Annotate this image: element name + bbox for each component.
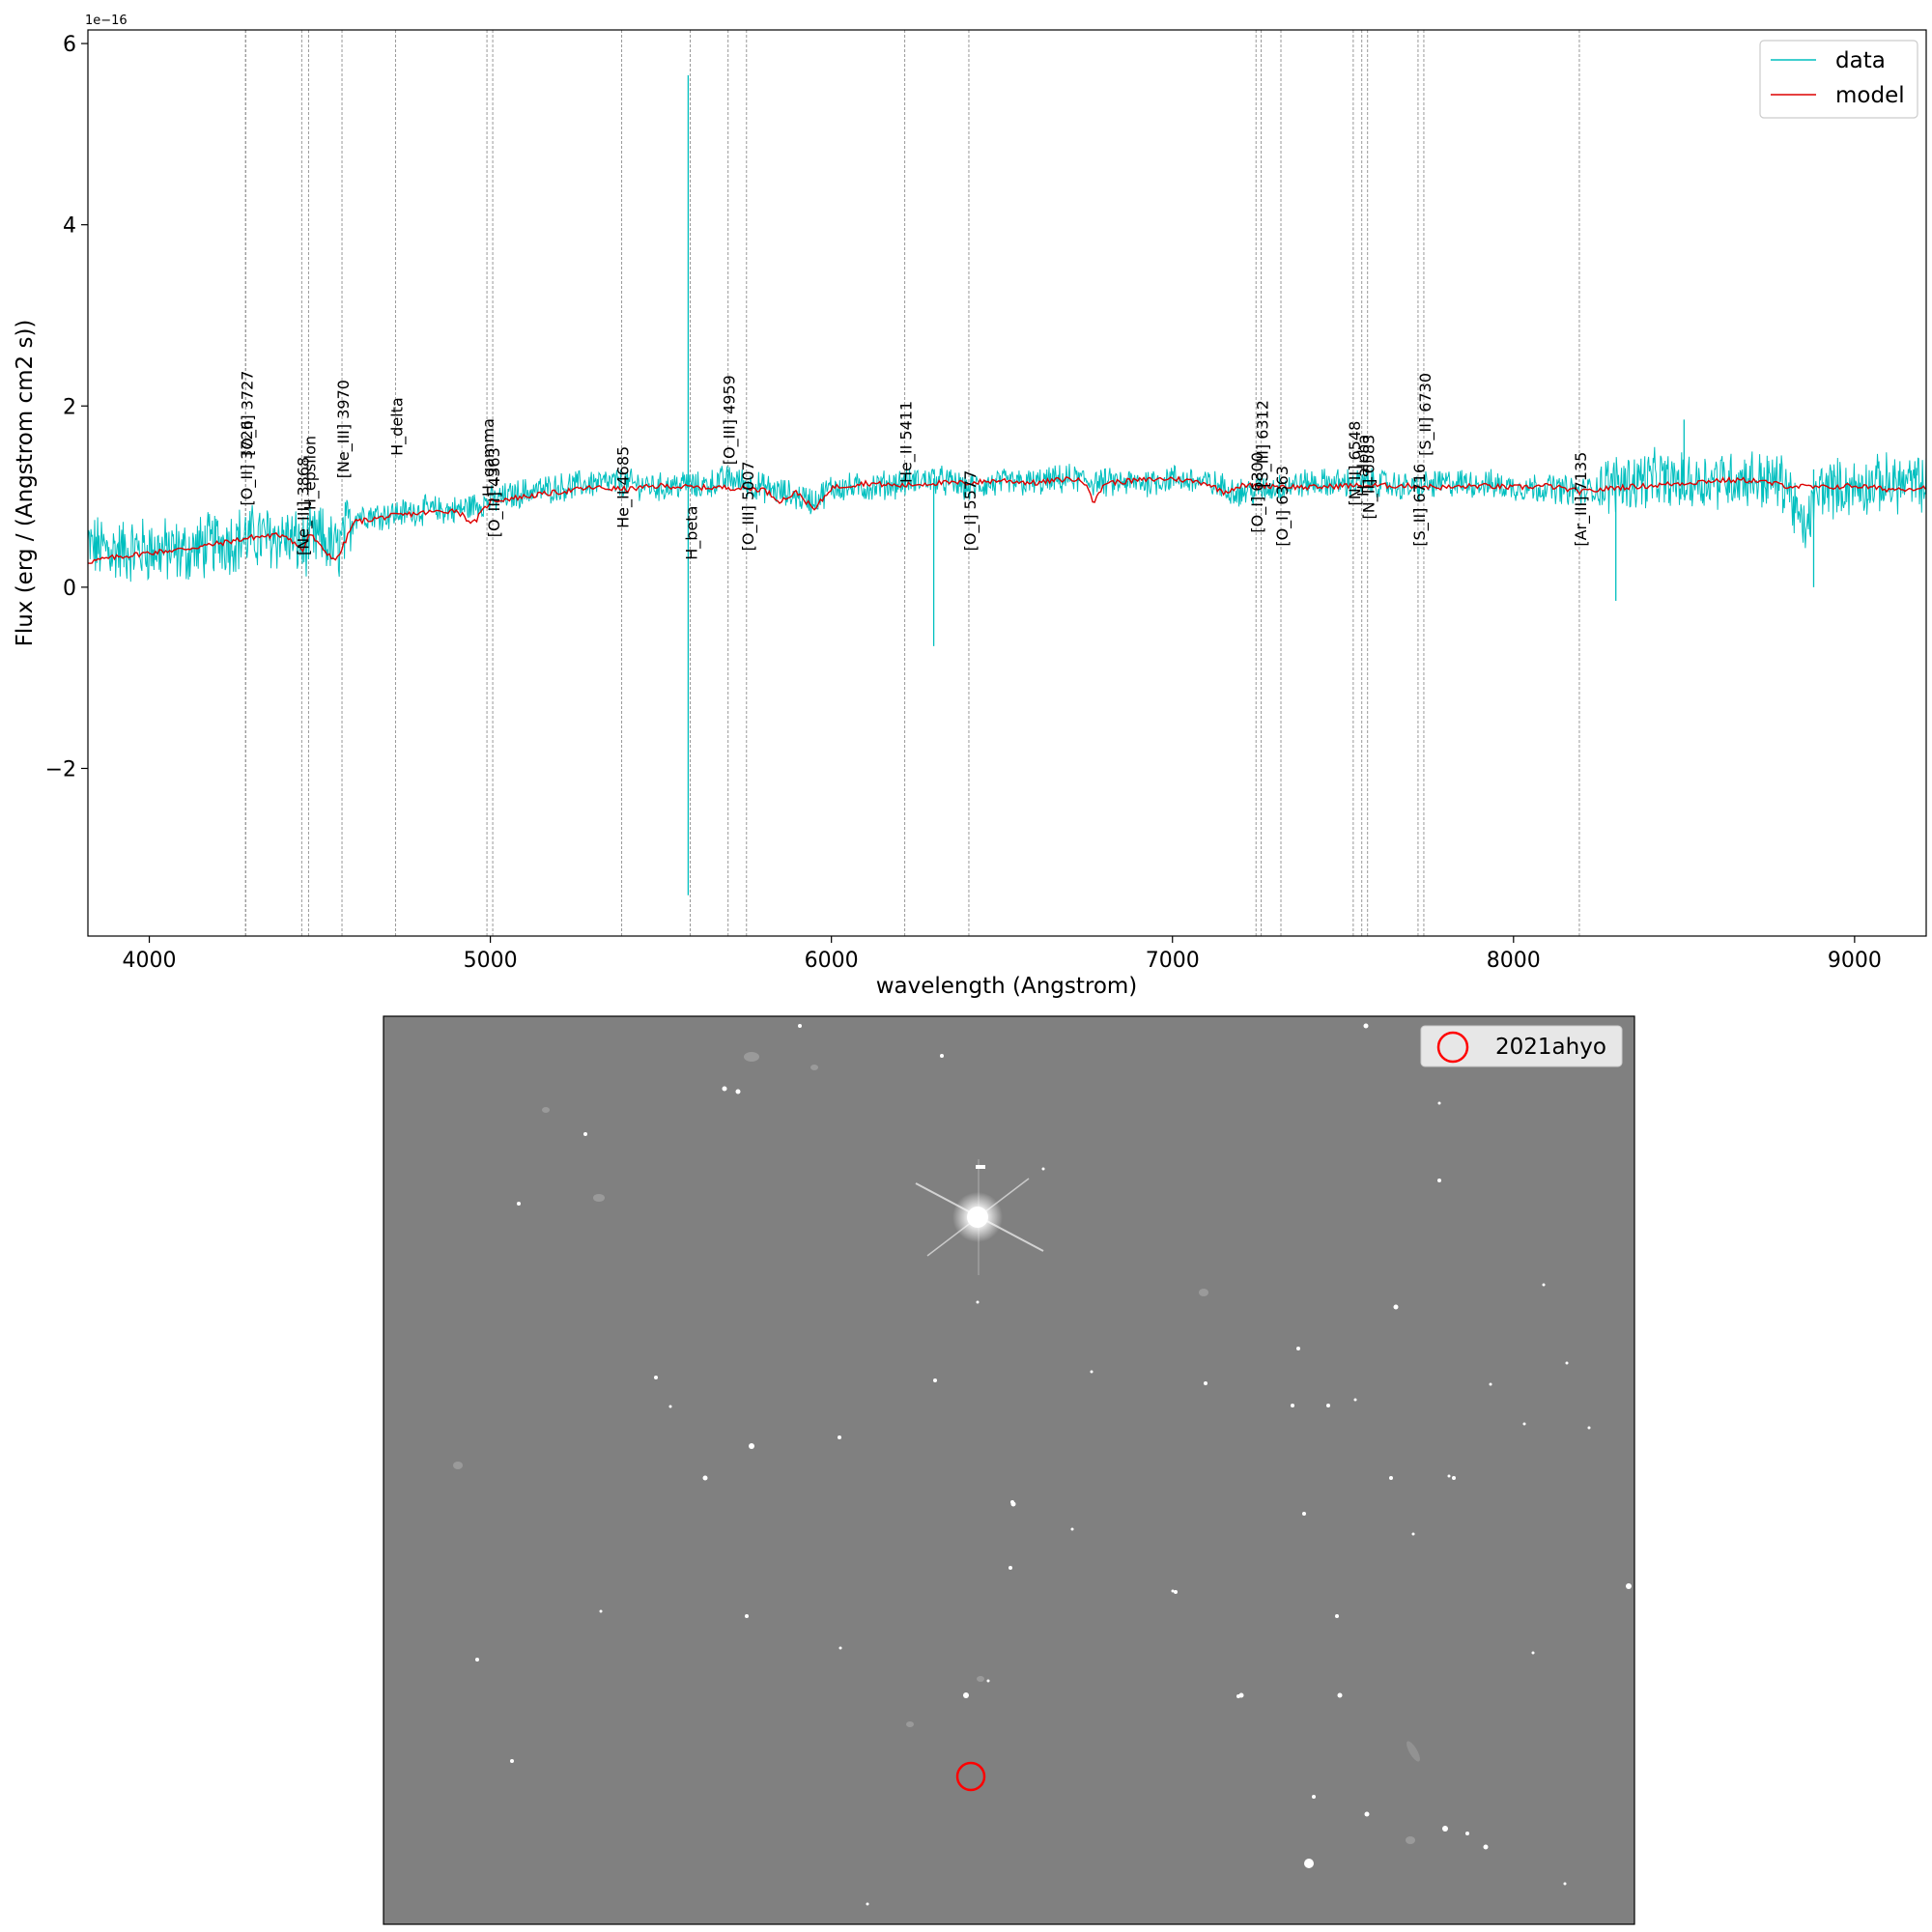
image-legend-marker — [1436, 1031, 1469, 1064]
series-model-line — [88, 475, 1926, 564]
series-data-line — [88, 446, 1926, 582]
y-tick-label: 2 — [63, 395, 76, 419]
bright-star — [915, 1159, 1044, 1275]
image-frame — [383, 1015, 1635, 1925]
emission-line-label: [O_III] 4363 — [485, 447, 504, 537]
x-tick-label: 8000 — [1487, 949, 1541, 973]
legend-model-label: model — [1835, 83, 1905, 108]
emission-line-label: [O_I] 6363 — [1273, 466, 1293, 547]
emission-line-label: [O_I] 6300 — [1248, 452, 1267, 533]
emission-line-label: [N_II] 6548 — [1346, 421, 1365, 506]
x-tick-label: 9000 — [1828, 949, 1882, 973]
emission-line-label: H_beta — [683, 506, 702, 560]
emission-line-label: [O_III] 4959 — [721, 375, 740, 465]
emission-line-label: [Ne_III] 3868 — [294, 457, 313, 555]
emission-line-label: [Ar_III] 7135 — [1572, 452, 1591, 547]
sky-image-background — [384, 1016, 1634, 1924]
y-offset-text: 1e−16 — [85, 14, 128, 28]
emission-line-label: [S_II] 6730 — [1416, 373, 1435, 456]
emission-line-label: [O_I] 5577 — [961, 470, 980, 552]
y-tick-label: 4 — [63, 214, 76, 239]
x-axis-label: wavelength (Angstrom) — [876, 974, 1138, 999]
x-tick-label: 5000 — [464, 949, 518, 973]
x-axis-ticks: 4000 5000 6000 7000 8000 9000 — [123, 936, 1882, 973]
image-legend-label: 2021ahyo — [1495, 1035, 1606, 1060]
legend-data-label: data — [1835, 48, 1886, 73]
y-tick-label: 0 — [63, 577, 76, 601]
x-tick-label: 6000 — [805, 949, 859, 973]
x-tick-label: 7000 — [1146, 949, 1200, 973]
image-legend: 2021ahyo — [1420, 1025, 1623, 1067]
emission-line-labels: [O_II] 3726[O_II] 3727 [Ne_III] 3868H_eps… — [238, 371, 1591, 560]
emission-line-label: He_II 4685 — [614, 446, 634, 528]
emission-line-label: [S_III] 6312 — [1254, 400, 1273, 488]
transient-marker-circle — [955, 1761, 986, 1792]
bright-star-2 — [1304, 1859, 1314, 1868]
y-tick-label: −2 — [45, 757, 76, 781]
plot-area — [88, 30, 1926, 936]
emission-line-label: He_II 5411 — [897, 401, 917, 483]
emission-line-label: [S_II] 6716 — [1410, 464, 1430, 547]
emission-line-label: [N_II] 6583 — [1360, 435, 1379, 520]
y-axis-ticks: −2 0 2 4 6 — [45, 33, 88, 781]
emission-line-label: [O_III] 5007 — [739, 461, 758, 551]
star-field — [453, 1023, 1632, 1906]
y-tick-label: 6 — [63, 33, 76, 57]
emission-line-label: H_delta — [387, 397, 407, 456]
spectrum-chart: [O_II] 3726[O_II] 3727 [Ne_III] 3868H_eps… — [13, 14, 1927, 999]
emission-line-markers — [244, 30, 1580, 936]
image-panel: 2021ahyo — [383, 1015, 1635, 1925]
x-tick-label: 4000 — [123, 949, 177, 973]
emission-line-label: [O_II] 3726 — [238, 420, 257, 505]
series-layer — [88, 74, 1926, 895]
image-legend-box — [1420, 1025, 1623, 1067]
plot-frame — [87, 29, 1927, 937]
emission-line-label: H_alpha — [1354, 435, 1374, 497]
emission-line-label: H_gamma — [479, 418, 498, 497]
emission-line-label: [O_II] 3727 — [238, 371, 257, 456]
y-axis-label: Flux (erg / (Angstrom cm2 s)) — [13, 320, 38, 647]
emission-line-label: H_epsilon — [300, 436, 320, 510]
chart-legend: data model — [1759, 40, 1918, 119]
emission-line-label: [Ne_III] 3970 — [334, 380, 354, 478]
